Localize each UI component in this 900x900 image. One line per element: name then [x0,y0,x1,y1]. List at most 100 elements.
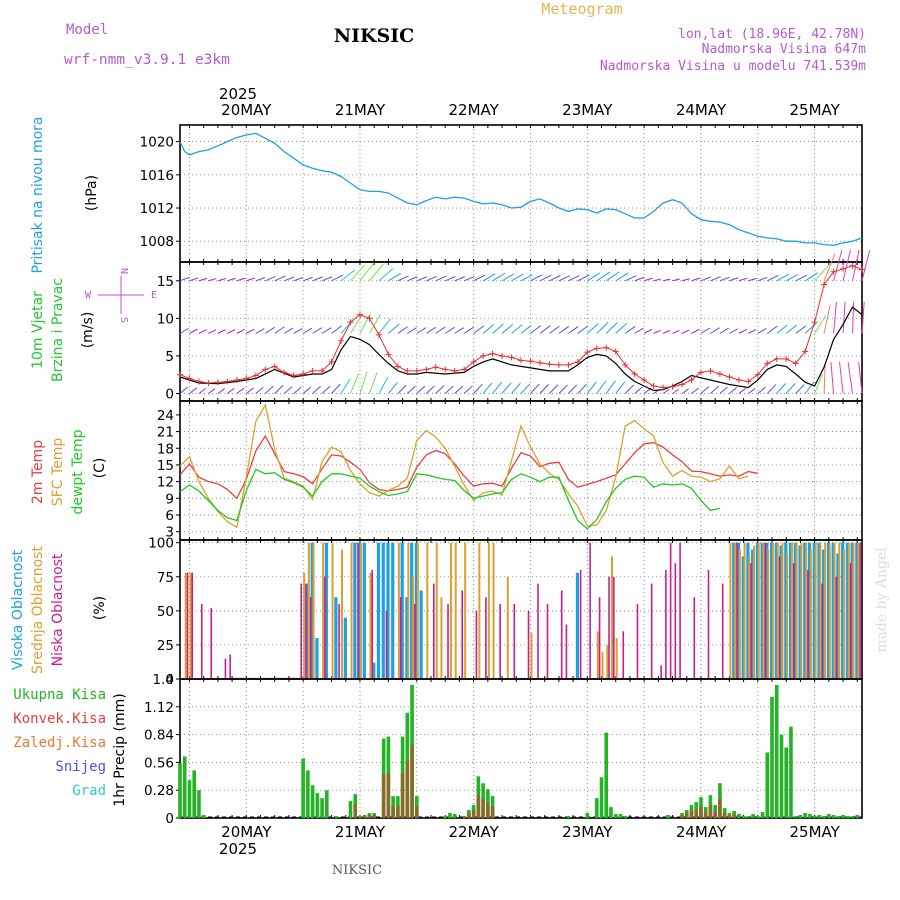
high-cloud-bar [381,542,385,679]
wind-barb [283,386,293,394]
sfc-temp-line [179,403,749,529]
precip-total-bar [741,816,746,818]
wind-barb [539,274,552,282]
precip-total-bar [604,732,609,818]
low-cloud-bar [485,597,487,679]
pressure-line [179,132,863,247]
wind-barb [208,329,217,334]
wind-barb [710,276,721,282]
wind-barb [776,383,786,394]
wind-barb [785,273,799,282]
precip-convective-bar [713,810,717,818]
mid-cloud-bar [800,542,803,679]
wind-barb [776,273,789,282]
precip-total-bar [306,770,310,818]
high-cloud-bar [400,542,404,679]
wind-barb [767,274,779,282]
precip-ylabel: 1hr Precip (mm) [112,693,128,806]
legend-convective-rain: Konvek.Kisa [13,711,106,727]
wind-barb [236,277,246,282]
mid-cloud-bar [738,549,741,679]
wind-barb [748,329,757,334]
wind-barb [198,329,207,334]
low-cloud-bar [200,604,203,679]
wind-barb [321,276,333,282]
precip-total-bar [756,816,760,818]
wind-barb [321,327,332,334]
mid-cloud-bar [369,572,372,679]
chart-title: Meteogram [541,0,622,18]
wind-barb [757,386,766,394]
wind-barb [662,330,670,334]
low-cloud-bar [579,569,582,679]
wind-barb [691,387,699,394]
wind-barb [662,389,670,394]
precip-total-bar [452,814,457,818]
precip-total-bar [770,696,774,818]
precip-total-bar [803,813,807,818]
precip-total-bar [836,816,841,818]
day-labels-bottom: 20MAY 21MAY 22MAY 23MAY 24MAY 25MAY [221,823,840,841]
wind-barb [719,276,730,282]
wind-barb [596,380,607,394]
wind-barb [217,329,226,334]
high-cloud-bar [779,545,783,679]
wind-barb [227,277,236,282]
mid-cloud-bar [767,549,770,679]
wind-barb [473,325,485,334]
precip-total-bar [192,770,197,818]
wind-barb [842,301,846,334]
wind-ylabel: 10m Vjetar [30,291,46,369]
y-tick-label: 75 [157,570,174,586]
low-cloud-bar [608,576,610,679]
wind-barb [549,275,561,282]
wind-barb [738,328,747,334]
low-cloud-ylabel: Niska Oblacnost [50,553,66,666]
wind-barb [700,276,711,282]
low-cloud-bar [399,597,402,679]
wind-panel: 0 5 10 15 [157,249,871,402]
y-tick-label: 21 [157,425,174,441]
high-cloud-bar [807,542,812,679]
wind-barb [444,326,455,334]
mid-cloud-bar [397,542,400,679]
low-cloud-bar [736,542,738,679]
wind-barb [302,276,313,282]
low-cloud-bar [650,583,653,679]
precip-convective-bar [486,802,490,818]
dewpt-ylabel: dewpt Temp [70,429,86,514]
wind-speed-line [179,265,863,389]
wind-barb [729,277,739,282]
precip-total-bar [751,814,755,818]
mid-cloud-bar [610,556,613,679]
low-cloud-bar [669,542,672,679]
low-cloud-bar [475,610,478,679]
wind-barb [198,277,208,282]
mid-cloud-bar [828,545,831,679]
low-cloud-bar [324,576,326,679]
wind-barb [463,385,473,394]
y-tick-label: 15 [157,274,174,290]
wind-barb [426,276,437,282]
wind-barb [293,386,302,394]
low-cloud-bar [433,583,435,679]
precip-convective-bar [722,812,727,818]
mid-cloud-bar [795,542,798,679]
low-cloud-bar [598,597,601,679]
wind-barb [189,277,199,282]
mid-cloud-bar [819,542,822,679]
precip-convective-bar [727,815,732,818]
wind-barb [369,314,381,334]
precip-total-bar [746,816,751,818]
wind-barb [302,327,313,334]
wind-barb [624,275,637,282]
mid-cloud-bar [478,542,481,679]
wind-barb [833,250,843,281]
wind-barb [179,386,188,394]
mid-cloud-bar [454,542,457,679]
precip-convective-bar [358,816,362,818]
day-label-bottom: 21MAY [335,823,386,841]
mid-cloud-bar [833,542,836,679]
wind-barb [624,326,636,334]
watermark: made by Angel [874,547,890,653]
